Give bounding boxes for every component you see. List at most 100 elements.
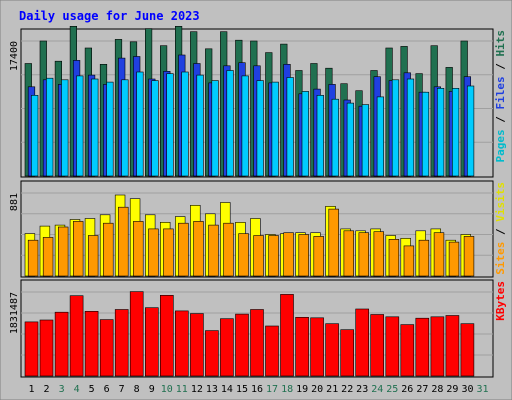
x-tick-day-25: 25 <box>386 384 398 395</box>
legend-separator: / <box>494 57 507 77</box>
bar-sites-day-17 <box>268 235 279 277</box>
bar-sites-day-9 <box>148 228 159 277</box>
bar-pages-day-7 <box>121 79 129 177</box>
x-tick-day-15: 15 <box>236 384 248 395</box>
x-axis-day-labels: 1 2 3 4 5 6 7 8 9 10 11 12 13 14 15 16 17 18 19 20 21 22 23 24 2… <box>28 384 488 395</box>
side-legend-visits-sites: Sites / Visits <box>494 182 507 275</box>
x-tick-day-24: 24 <box>371 384 383 395</box>
panel-pages-files-hits: 17400 Pages / Files / Hits <box>9 25 507 178</box>
legend-hits: Hits <box>494 30 507 57</box>
bar-sites-day-19 <box>298 234 309 277</box>
bar-kbytes-day-21 <box>325 323 339 377</box>
legend-pages: Pages <box>494 129 507 162</box>
bar-sites-day-22 <box>343 230 354 277</box>
bar-pages-day-6 <box>106 81 114 177</box>
bar-sites-day-25 <box>388 239 400 277</box>
x-tick-day-29: 29 <box>446 384 458 395</box>
bar-pages-day-4 <box>76 75 84 177</box>
legend-kbytes: KBytes <box>494 281 507 321</box>
bar-pages-day-10 <box>166 73 174 177</box>
bar-kbytes-day-12 <box>190 313 204 377</box>
bar-pages-day-18 <box>286 77 294 177</box>
bar-kbytes-day-14 <box>220 318 234 377</box>
x-tick-day-30: 30 <box>461 384 473 395</box>
bar-sites-day-10 <box>163 228 174 277</box>
bar-pages-day-14 <box>226 70 234 177</box>
bar-kbytes-day-4 <box>69 295 84 377</box>
panel-kbytes: 1831487 KBytes <box>9 279 507 378</box>
bar-kbytes-day-28 <box>430 316 445 377</box>
bar-sites-day-23 <box>358 232 369 277</box>
bar-pages-day-20 <box>316 95 324 177</box>
x-tick-day-4: 4 <box>74 384 80 395</box>
bar-kbytes-day-5 <box>84 310 99 377</box>
bar-pages-day-26 <box>406 78 415 177</box>
legend-separator: / <box>494 110 507 130</box>
bar-kbytes-day-16 <box>250 309 264 377</box>
x-tick-day-22: 22 <box>341 384 353 395</box>
bar-kbytes-day-7 <box>114 309 129 377</box>
bar-kbytes-day-19 <box>295 316 309 377</box>
x-tick-day-14: 14 <box>221 384 233 395</box>
y-axis-max-label: 1831487 <box>9 292 20 334</box>
bar-kbytes-day-17 <box>265 325 279 377</box>
bar-pages-day-22 <box>346 102 355 177</box>
bar-kbytes-day-15 <box>235 313 249 377</box>
bar-pages-day-5 <box>91 78 99 177</box>
chart-panels: 17400 Pages / Files / Hits 881 Sites / Visi… <box>9 25 507 378</box>
x-tick-day-3: 3 <box>59 384 65 395</box>
side-legend-pages-files-hits: Pages / Files / Hits <box>494 30 507 163</box>
bar-pages-day-17 <box>271 81 279 177</box>
bar-sites-day-7 <box>118 206 129 277</box>
x-tick-day-2: 2 <box>43 384 49 395</box>
bar-sites-day-15 <box>238 233 249 277</box>
bar-pages-day-16 <box>256 80 264 177</box>
x-tick-day-5: 5 <box>89 384 95 395</box>
chart-title: Daily usage for June 2023 <box>19 9 200 23</box>
bar-kbytes-day-30 <box>460 323 475 377</box>
bar-sites-day-26 <box>403 245 415 277</box>
bar-sites-day-29 <box>448 241 460 277</box>
bar-sites-day-28 <box>433 232 445 277</box>
legend-separator: / <box>494 222 507 242</box>
x-tick-day-27: 27 <box>416 384 428 395</box>
bar-kbytes-day-29 <box>445 315 460 377</box>
bar-pages-day-15 <box>241 75 249 177</box>
x-tick-day-6: 6 <box>104 384 110 395</box>
bar-kbytes-day-9 <box>145 307 159 377</box>
bar-pages-day-19 <box>301 91 309 177</box>
bar-pages-day-25 <box>391 79 400 177</box>
bar-pages-day-1 <box>31 95 39 177</box>
bar-kbytes-day-6 <box>99 319 114 377</box>
bar-pages-day-2 <box>46 77 54 177</box>
bar-sites-day-5 <box>88 235 99 277</box>
bar-kbytes-day-27 <box>415 317 430 377</box>
bar-sites-day-6 <box>103 222 114 277</box>
bar-kbytes-day-24 <box>370 314 385 377</box>
x-tick-day-11: 11 <box>176 384 188 395</box>
bar-kbytes-day-20 <box>310 317 324 377</box>
bar-sites-day-27 <box>418 239 430 277</box>
bar-kbytes-day-2 <box>39 319 54 377</box>
bar-sites-day-1 <box>27 239 39 277</box>
panel-frame <box>20 180 494 278</box>
bar-sites-day-14 <box>223 222 234 277</box>
bar-kbytes-day-13 <box>205 330 219 377</box>
bar-pages-day-11 <box>181 71 189 177</box>
x-tick-day-28: 28 <box>431 384 443 395</box>
y-axis-max-label: 17400 <box>9 41 20 71</box>
bar-sites-day-11 <box>178 222 189 277</box>
bar-pages-day-28 <box>436 88 445 177</box>
bar-kbytes-day-8 <box>129 291 144 377</box>
x-tick-day-13: 13 <box>206 384 218 395</box>
legend-visits: Visits <box>494 182 507 222</box>
bar-sites-day-21 <box>328 208 339 277</box>
bar-sites-day-18 <box>283 232 294 277</box>
x-tick-day-8: 8 <box>134 384 140 395</box>
x-tick-day-18: 18 <box>281 384 293 395</box>
x-tick-day-21: 21 <box>326 384 338 395</box>
bar-kbytes-day-10 <box>160 294 174 377</box>
bar-sites-day-8 <box>133 221 144 277</box>
bar-pages-day-29 <box>451 88 460 177</box>
bar-kbytes-day-18 <box>280 294 294 377</box>
